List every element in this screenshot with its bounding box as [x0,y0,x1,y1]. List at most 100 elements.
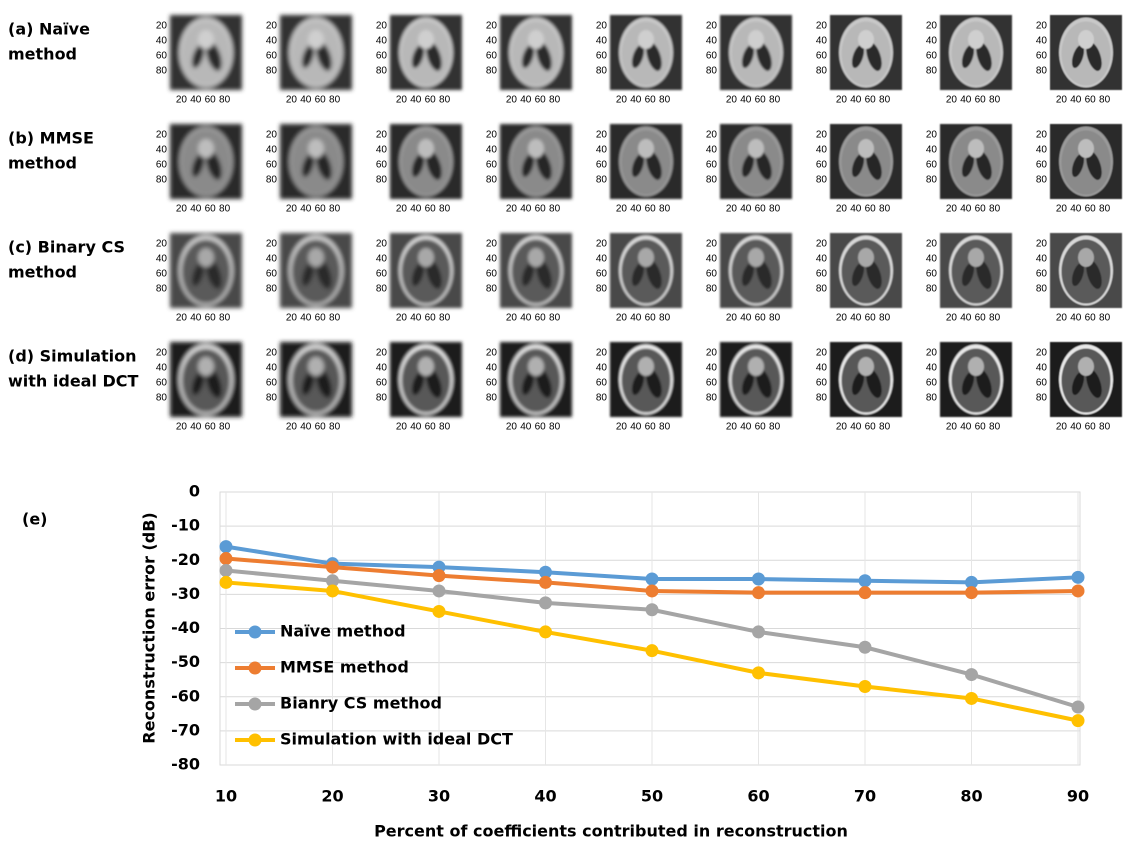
image-y-tick: 20 [156,348,168,359]
ventricle [536,42,552,71]
image-x-tick: 80 [549,95,561,106]
phantom [830,233,902,308]
legend-label: MMSE method [280,658,409,677]
phantom-image [610,15,682,90]
image-y-tick: 80 [706,66,718,77]
image-y-tick: 80 [1036,175,1048,186]
image-x-tick: 40 [850,313,862,324]
image-x-tick: 20 [726,204,738,215]
image-x-tick: 80 [219,313,231,324]
image-x-tick: 40 [300,204,312,215]
data-point [219,540,233,554]
image-x-tick: 60 [1085,422,1097,433]
image-y-tick: 80 [376,284,388,295]
phantom-image [500,233,572,308]
image-x-tick: 20 [176,422,188,433]
row-label: method [8,45,77,64]
image-x-tick: 80 [989,422,1001,433]
image-x-tick: 20 [1056,422,1068,433]
image-x-tick: 40 [410,204,422,215]
ventricle [536,369,552,398]
data-point [1071,700,1085,714]
image-x-tick: 60 [975,422,987,433]
image-y-tick: 60 [486,160,498,171]
image-y-tick: 60 [706,160,718,171]
phantom-image [170,342,242,417]
head-spot [858,139,874,158]
data-point [752,625,765,639]
image-y-tick: 80 [596,66,608,77]
image-y-tick: 80 [1036,66,1048,77]
data-point [1071,570,1085,584]
image-y-tick: 40 [596,145,608,156]
head-spot [308,248,324,267]
head-spot [858,248,874,267]
image-x-tick: 60 [425,313,437,324]
head-spot [308,30,324,49]
phantom-image [170,124,242,199]
image-y-tick: 40 [816,36,828,47]
image-x-tick: 20 [176,204,188,215]
image-x-tick: 40 [740,422,752,433]
image-y-tick: 60 [926,51,938,62]
ventricle [411,371,425,396]
image-x-tick: 80 [439,204,451,215]
image-y-tick: 40 [706,363,718,374]
image-y-tick: 40 [926,36,938,47]
image-x-tick: 60 [755,95,767,106]
image-y-tick: 80 [596,284,608,295]
data-point [219,575,233,589]
image-y-tick: 60 [706,378,718,389]
ventricle [316,42,332,71]
image-y-tick: 60 [266,378,278,389]
image-x-tick: 80 [1099,204,1111,215]
phantom [390,342,462,417]
image-x-tick: 60 [975,95,987,106]
phantom [500,342,572,417]
image-y-tick: 60 [156,51,168,62]
row-label: (c) Binary CS [8,238,125,257]
image-x-tick: 60 [1085,95,1097,106]
image-x-tick: 40 [190,313,202,324]
ventricle [866,151,882,180]
head-spot [968,357,984,376]
image-x-tick: 60 [755,313,767,324]
image-x-tick: 40 [190,422,202,433]
ventricle [631,44,645,69]
image-y-tick: 40 [156,145,168,156]
image-y-tick: 60 [156,269,168,280]
image-x-tick: 80 [329,422,341,433]
phantom [390,233,462,308]
image-y-tick: 60 [266,269,278,280]
data-point [539,575,552,589]
image-x-tick: 60 [535,95,547,106]
y-tick-label: 0 [189,482,200,501]
image-y-tick: 20 [1036,239,1048,250]
image-x-tick: 20 [506,95,518,106]
image-y-tick: 20 [596,21,608,32]
phantom-image [720,15,792,90]
image-x-tick: 80 [329,204,341,215]
ventricle [756,260,772,289]
ventricle [206,260,222,289]
image-y-tick: 80 [926,66,938,77]
data-point [858,640,872,654]
image-x-tick: 20 [616,313,628,324]
image-x-tick: 80 [769,422,781,433]
ventricle [976,369,992,398]
image-y-tick: 20 [486,130,498,141]
ventricle [1086,42,1102,71]
image-y-tick: 80 [376,393,388,404]
phantom-image [610,124,682,199]
image-x-tick: 80 [219,422,231,433]
data-point [858,680,872,694]
ventricle [521,44,535,69]
image-x-tick: 20 [616,422,628,433]
image-y-tick: 80 [926,393,938,404]
image-x-tick: 20 [286,422,298,433]
ventricle [646,369,662,398]
image-x-tick: 40 [1070,313,1082,324]
head-spot [308,357,324,376]
row-label: with ideal DCT [8,372,139,391]
image-x-tick: 40 [1070,422,1082,433]
